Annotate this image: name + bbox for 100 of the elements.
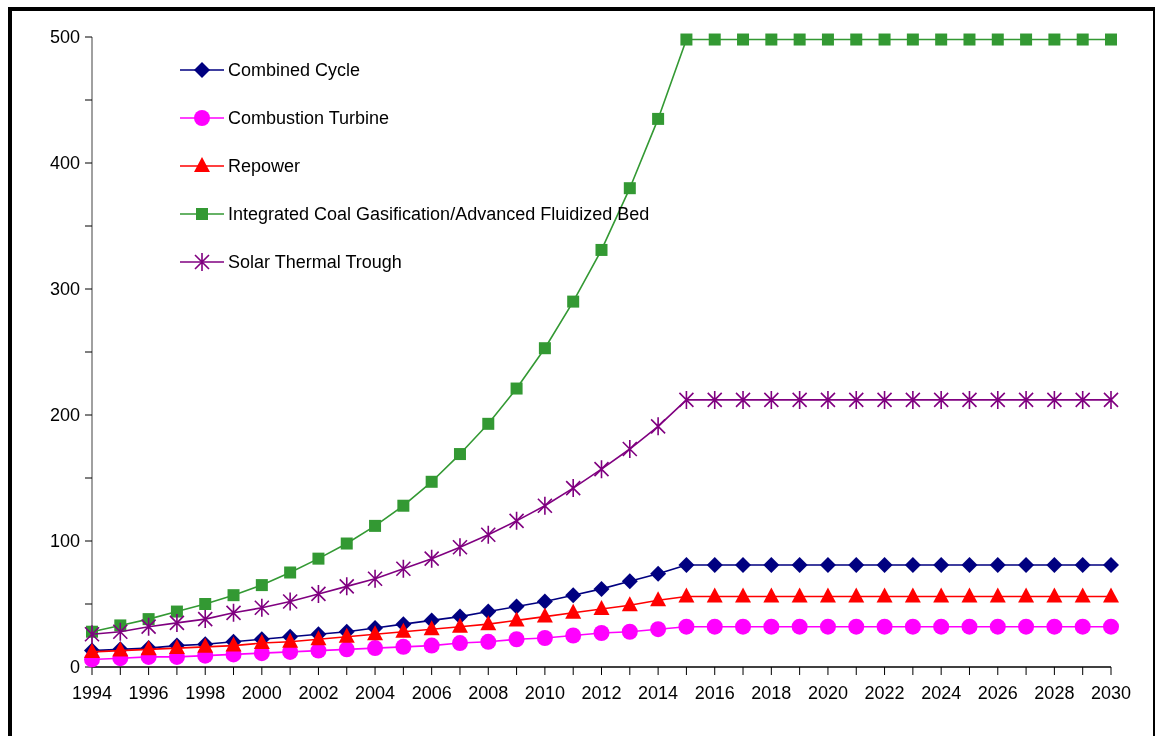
x-tick-label: 2026	[977, 683, 1018, 703]
point	[1018, 587, 1035, 603]
point	[451, 617, 468, 633]
point	[227, 589, 240, 602]
point	[905, 390, 921, 410]
point	[763, 390, 780, 410]
point	[536, 630, 553, 647]
point	[904, 618, 921, 635]
point	[593, 600, 610, 616]
point	[312, 552, 325, 565]
point	[819, 556, 836, 573]
point	[1074, 390, 1091, 410]
point	[735, 390, 751, 410]
legend-label: Solar Thermal Trough	[228, 252, 402, 273]
x-tick-label: 2008	[468, 683, 509, 703]
x-tick-label: 2030	[1090, 683, 1132, 703]
x-tick-label: 2022	[864, 683, 905, 703]
point	[876, 556, 893, 573]
point	[538, 342, 551, 355]
point	[425, 475, 438, 488]
point	[170, 605, 183, 618]
point	[791, 556, 808, 573]
point	[933, 556, 950, 573]
point	[199, 598, 212, 610]
legend-label: Repower	[228, 156, 301, 177]
point	[537, 495, 553, 516]
point	[395, 638, 412, 655]
point	[876, 390, 893, 410]
point	[565, 478, 581, 498]
point	[565, 587, 582, 604]
point	[451, 635, 468, 652]
point	[963, 33, 976, 46]
point	[1048, 33, 1061, 46]
point	[453, 448, 466, 461]
point	[989, 618, 1006, 635]
point	[367, 625, 384, 641]
point	[793, 33, 806, 46]
point	[423, 548, 440, 569]
point	[1103, 556, 1119, 573]
y-tick-label: 500	[49, 27, 80, 48]
point	[254, 597, 270, 618]
point	[706, 556, 723, 573]
point	[452, 537, 468, 558]
point	[821, 33, 834, 46]
point	[961, 390, 978, 410]
point	[621, 596, 638, 612]
y-tick-label: 200	[49, 405, 80, 426]
point	[1046, 618, 1063, 635]
point	[848, 587, 865, 603]
point	[623, 182, 636, 195]
point	[593, 624, 610, 641]
x-tick-label: 2002	[298, 683, 339, 703]
point	[1018, 390, 1034, 410]
point	[650, 621, 667, 638]
point	[652, 112, 665, 125]
y-tick-label: 400	[49, 153, 80, 174]
point	[423, 637, 440, 654]
point	[706, 587, 723, 603]
point	[310, 630, 327, 646]
x-tick-label: 2012	[581, 683, 622, 703]
point	[819, 618, 836, 635]
point	[678, 587, 695, 603]
point	[678, 618, 695, 635]
point	[763, 556, 780, 573]
point	[791, 618, 808, 635]
point	[1103, 618, 1119, 635]
point	[735, 556, 752, 573]
legend-label: Combustion Turbine	[228, 108, 390, 129]
point	[1046, 390, 1063, 410]
point	[480, 633, 497, 650]
point	[565, 627, 582, 644]
y-tick-label: 300	[49, 279, 80, 300]
point	[225, 603, 242, 623]
point	[1020, 33, 1033, 46]
point	[284, 566, 297, 579]
point	[848, 556, 865, 573]
point	[991, 33, 1004, 46]
point	[482, 417, 495, 430]
point	[565, 603, 582, 619]
x-tick-label: 2016	[694, 683, 735, 703]
point	[480, 615, 497, 631]
point	[1103, 390, 1119, 410]
point	[850, 33, 863, 46]
point	[593, 459, 610, 479]
point	[680, 33, 693, 46]
point	[763, 587, 780, 603]
point	[112, 621, 129, 642]
point	[1103, 587, 1119, 603]
point	[395, 558, 412, 579]
point	[765, 33, 778, 46]
point	[395, 622, 412, 638]
point	[340, 537, 353, 550]
point	[480, 603, 497, 620]
x-tick-label: 2000	[241, 683, 282, 703]
point	[310, 584, 327, 604]
point	[706, 618, 723, 635]
point	[904, 587, 921, 603]
point	[906, 33, 919, 46]
point	[282, 591, 298, 612]
x-tick-label: 2028	[1034, 683, 1075, 703]
